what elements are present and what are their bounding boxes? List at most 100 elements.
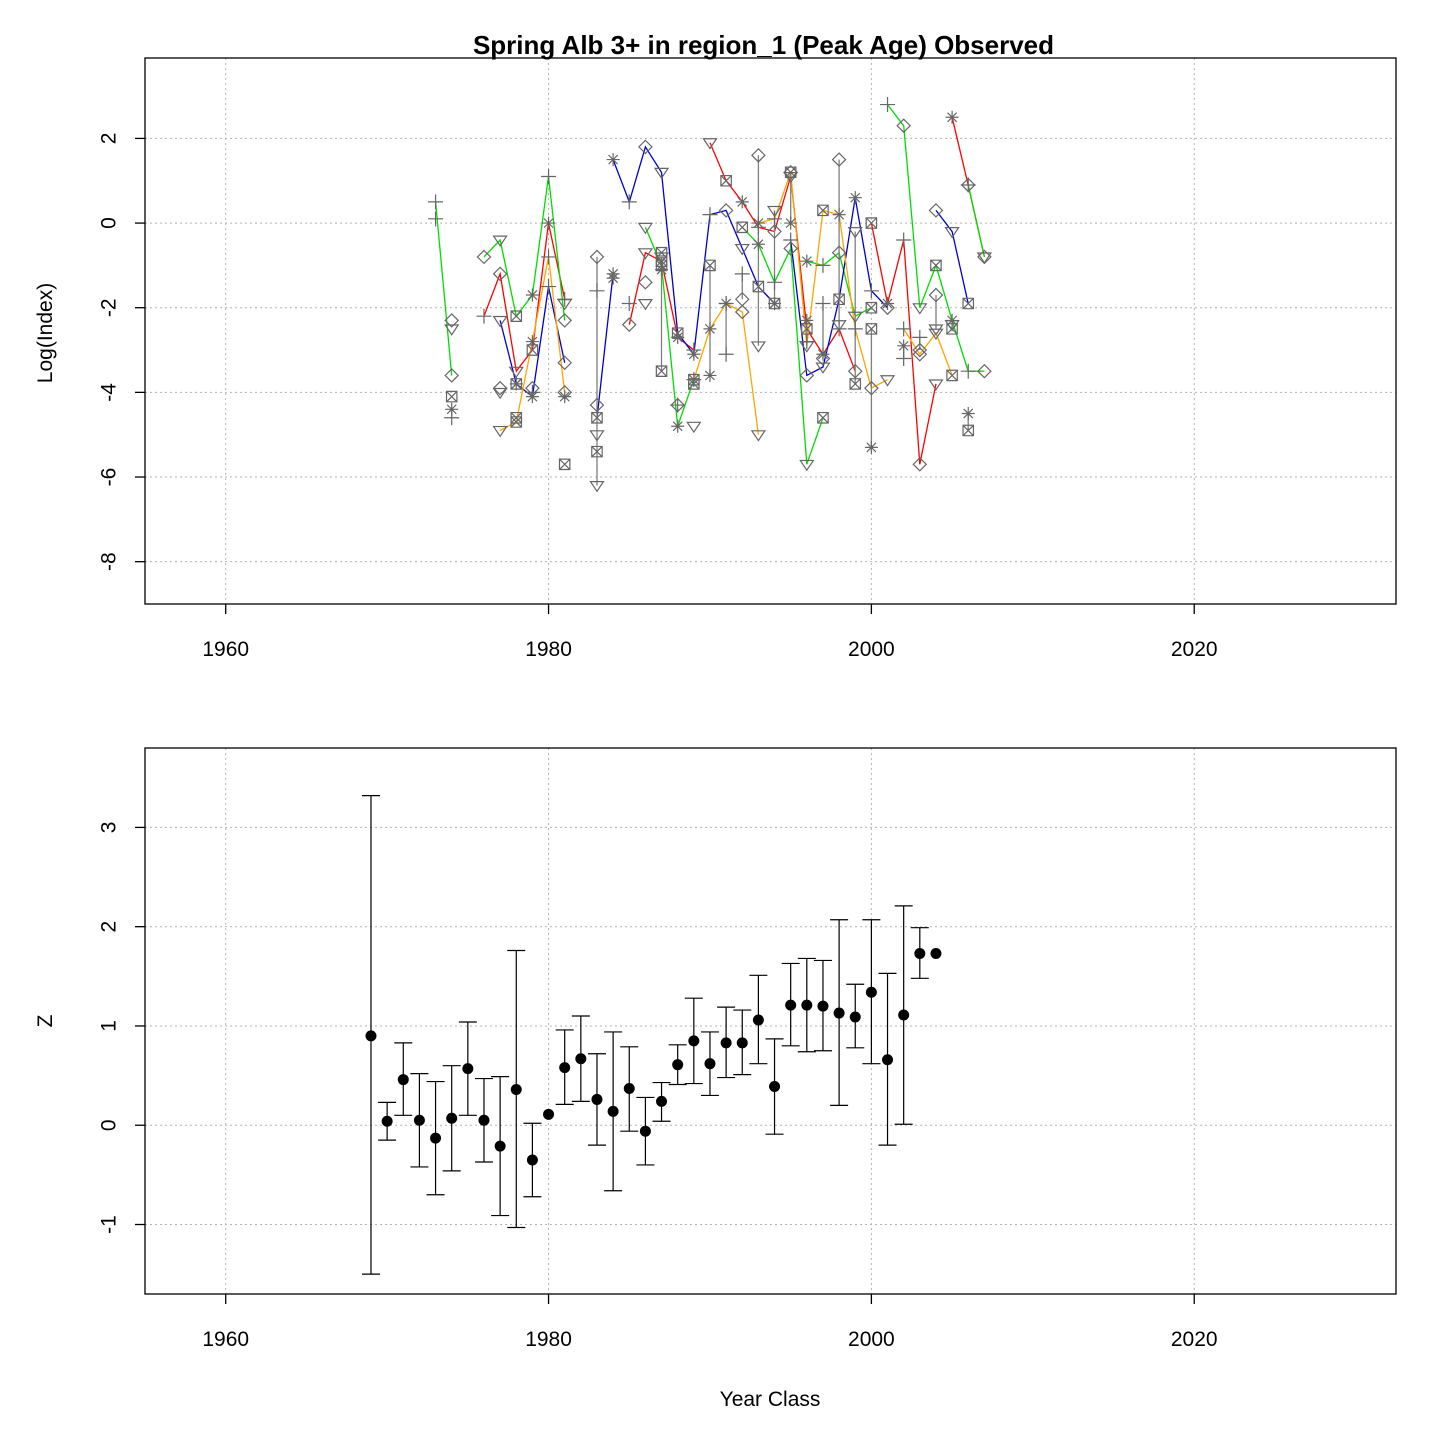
- data-marker: [702, 207, 718, 223]
- diamond-mark: [525, 380, 540, 396]
- triangle-mark: [557, 298, 573, 311]
- data-marker: [751, 148, 766, 163]
- boxed-x-mark: [526, 344, 539, 356]
- triangle-mark: [847, 311, 863, 324]
- data-point: [833, 1007, 845, 1019]
- data-marker: [734, 243, 750, 256]
- data-marker: [863, 283, 879, 299]
- data-marker: [589, 283, 605, 299]
- plus-mark: [767, 274, 783, 290]
- diamond-mark: [815, 351, 831, 366]
- data-marker: [719, 296, 733, 310]
- data-marker: [736, 221, 749, 234]
- data-marker: [702, 138, 718, 150]
- data-point: [543, 1108, 555, 1120]
- y-tick-label: 3: [97, 822, 120, 834]
- data-marker: [750, 430, 767, 442]
- diamond-mark: [767, 224, 782, 239]
- data-marker: [833, 293, 845, 306]
- data-marker: [558, 390, 572, 404]
- diamond-mark: [880, 300, 895, 316]
- data-marker: [589, 397, 605, 413]
- bottom-error-bars: [361, 795, 929, 1275]
- data-marker: [847, 227, 863, 239]
- asterisk-mark: [703, 322, 717, 336]
- asterisk-mark: [558, 390, 572, 404]
- data-marker: [896, 118, 912, 134]
- plus-mark: [621, 194, 637, 210]
- asterisk-mark: [848, 191, 862, 205]
- data-marker: [815, 351, 831, 366]
- boxed-x-mark: [817, 411, 829, 424]
- asterisk-mark: [945, 110, 959, 124]
- diamond-mark: [912, 456, 928, 472]
- data-marker: [655, 263, 669, 277]
- asterisk-mark: [800, 254, 814, 268]
- top-markers: [428, 97, 993, 493]
- data-marker: [637, 298, 654, 311]
- triangle-mark: [492, 315, 508, 328]
- boxed-x-mark: [946, 323, 958, 335]
- data-marker: [526, 344, 539, 356]
- data-marker: [444, 324, 460, 336]
- asterisk-mark: [751, 216, 765, 230]
- y-tick-label: 2: [97, 921, 120, 933]
- data-marker: [720, 174, 732, 187]
- boxed-x-mark: [445, 390, 458, 403]
- data-point: [656, 1095, 668, 1107]
- data-point: [769, 1081, 781, 1093]
- data-marker: [928, 287, 944, 303]
- asterisk-mark: [671, 419, 685, 433]
- boxed-x-mark: [865, 217, 878, 229]
- data-marker: [896, 232, 912, 248]
- boxed-x-mark: [930, 259, 942, 272]
- data-marker: [670, 397, 686, 413]
- triangle-mark: [653, 167, 670, 180]
- data-marker: [510, 411, 523, 424]
- triangle-mark: [928, 379, 944, 391]
- data-marker: [492, 387, 508, 400]
- triangle-mark: [589, 480, 605, 493]
- data-marker: [735, 195, 749, 209]
- boxed-x-mark: [655, 246, 668, 259]
- boxed-x-mark: [655, 365, 668, 378]
- data-marker: [444, 368, 460, 383]
- diamond-mark: [783, 164, 799, 180]
- y-tick-label: -8: [97, 552, 120, 571]
- asterisk-mark: [525, 335, 539, 349]
- data-point: [785, 999, 797, 1011]
- data-marker: [703, 322, 717, 336]
- x-tick-label: 1980: [525, 1328, 572, 1351]
- data-marker: [671, 419, 685, 433]
- x-tick-label: 2000: [848, 638, 895, 661]
- data-marker: [960, 177, 976, 193]
- data-marker: [637, 222, 654, 235]
- data-marker: [541, 279, 557, 295]
- boxed-x-mark: [671, 327, 684, 339]
- data-marker: [864, 440, 878, 454]
- data-marker: [832, 208, 846, 222]
- asterisk-mark: [703, 368, 717, 382]
- data-marker: [928, 203, 944, 218]
- data-marker: [928, 324, 944, 336]
- diamond-mark: [847, 363, 863, 379]
- plus-mark: [476, 308, 492, 324]
- data-marker: [589, 430, 605, 442]
- data-marker: [655, 365, 668, 378]
- data-marker: [541, 249, 557, 265]
- data-marker: [962, 297, 975, 310]
- plus-mark: [524, 384, 540, 400]
- triangle-mark: [444, 324, 460, 336]
- plus-mark: [815, 257, 831, 273]
- data-point: [607, 1105, 619, 1117]
- top-y-axis-label: Log(Index): [34, 283, 57, 383]
- boxed-x-mark: [768, 297, 781, 310]
- data-point: [446, 1112, 458, 1124]
- boxed-x-mark: [865, 301, 878, 314]
- data-point: [526, 1154, 538, 1166]
- data-marker: [912, 329, 928, 345]
- data-point: [849, 1011, 861, 1023]
- data-marker: [476, 308, 492, 324]
- data-marker: [880, 300, 895, 316]
- series-line: [434, 201, 453, 376]
